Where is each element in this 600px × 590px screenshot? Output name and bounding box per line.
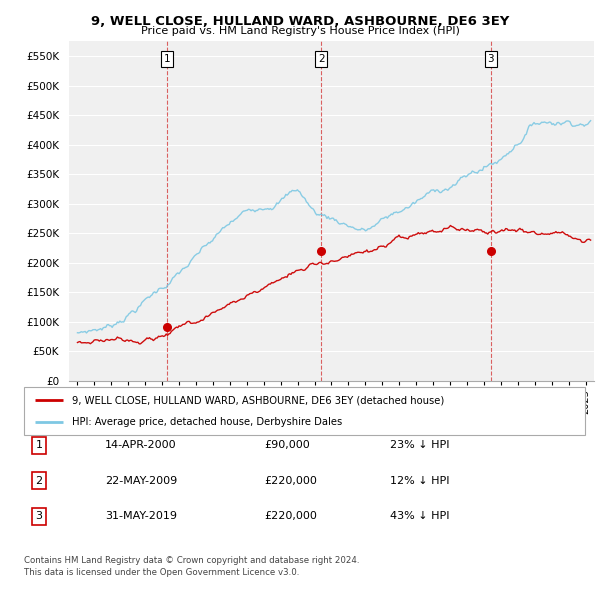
Text: 3: 3	[35, 512, 43, 521]
Text: £220,000: £220,000	[264, 476, 317, 486]
Text: 43% ↓ HPI: 43% ↓ HPI	[390, 512, 449, 521]
Text: 23% ↓ HPI: 23% ↓ HPI	[390, 441, 449, 450]
Text: 1: 1	[35, 441, 43, 450]
Text: Price paid vs. HM Land Registry's House Price Index (HPI): Price paid vs. HM Land Registry's House …	[140, 26, 460, 36]
Text: 9, WELL CLOSE, HULLAND WARD, ASHBOURNE, DE6 3EY (detached house): 9, WELL CLOSE, HULLAND WARD, ASHBOURNE, …	[71, 395, 444, 405]
Text: £220,000: £220,000	[264, 512, 317, 521]
Text: 12% ↓ HPI: 12% ↓ HPI	[390, 476, 449, 486]
Text: 1: 1	[164, 54, 170, 64]
Text: 2: 2	[35, 476, 43, 486]
Text: 14-APR-2000: 14-APR-2000	[105, 441, 176, 450]
Text: 2: 2	[318, 54, 325, 64]
Text: 3: 3	[488, 54, 494, 64]
Text: 22-MAY-2009: 22-MAY-2009	[105, 476, 177, 486]
Text: 31-MAY-2019: 31-MAY-2019	[105, 512, 177, 521]
Text: Contains HM Land Registry data © Crown copyright and database right 2024.
This d: Contains HM Land Registry data © Crown c…	[24, 556, 359, 577]
FancyBboxPatch shape	[24, 387, 585, 435]
Text: 9, WELL CLOSE, HULLAND WARD, ASHBOURNE, DE6 3EY: 9, WELL CLOSE, HULLAND WARD, ASHBOURNE, …	[91, 15, 509, 28]
Text: HPI: Average price, detached house, Derbyshire Dales: HPI: Average price, detached house, Derb…	[71, 417, 342, 427]
Text: £90,000: £90,000	[264, 441, 310, 450]
